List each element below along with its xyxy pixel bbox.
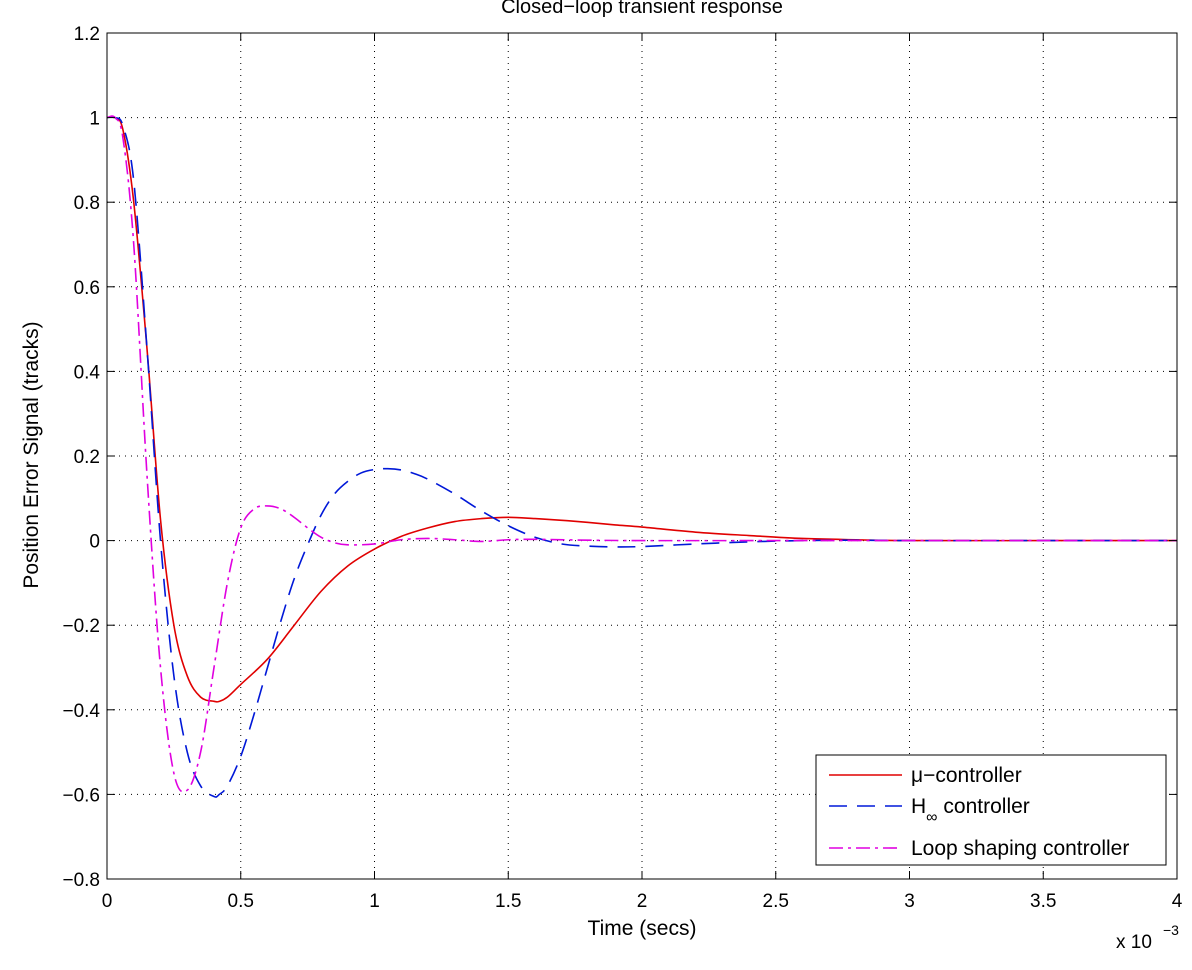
series-line-3 <box>106 115 1177 793</box>
ticks: 0 0.5 1 1.5 2 2.5 3 3.5 4 −0.8 −0.6 −0.4 −0.2 0 0.2 0.4… <box>62 24 1182 912</box>
y-tick-label: 1.2 <box>74 24 100 45</box>
x-tick-label: 4 <box>1172 891 1183 912</box>
x-multiplier-exponent: −3 <box>1163 922 1179 938</box>
x-tick-label: 2 <box>637 891 648 912</box>
y-tick-label: 0.4 <box>74 362 101 383</box>
x-axis-title: Time (secs) <box>588 917 697 940</box>
legend-label-2: H∞ controller <box>911 795 1030 826</box>
y-tick-label: −0.8 <box>62 870 100 891</box>
series-lines <box>106 115 1177 798</box>
x-tick-label: 3 <box>904 891 915 912</box>
legend: μ−controller H∞ controller Loop shaping co… <box>815 754 1167 866</box>
y-tick-label: 0.2 <box>74 447 100 468</box>
y-tick-label: 1 <box>89 109 100 130</box>
grid <box>107 33 1177 879</box>
legend-box <box>815 754 1167 866</box>
x-tick-label: 1 <box>369 891 380 912</box>
x-multiplier: x 10 −3 <box>1116 922 1179 953</box>
y-tick-label: −0.4 <box>62 701 100 722</box>
x-tick-label: 3.5 <box>1030 891 1056 912</box>
x-tick-label: 0 <box>102 891 113 912</box>
chart-title: Closed−loop transient response <box>501 0 783 18</box>
x-tick-label: 2.5 <box>763 891 789 912</box>
y-tick-label: −0.2 <box>62 616 100 637</box>
series-line-1 <box>106 115 1177 703</box>
y-tick-label: 0 <box>89 532 100 553</box>
x-tick-label: 0.5 <box>228 891 254 912</box>
y-tick-label: 0.6 <box>74 278 100 299</box>
y-tick-label: −0.6 <box>62 785 100 806</box>
x-tick-label: 1.5 <box>495 891 521 912</box>
legend-label-3: Loop shaping controller <box>911 837 1129 860</box>
y-tick-label: 0.8 <box>74 193 100 214</box>
y-axis-title: Position Error Signal (tracks) <box>20 321 43 588</box>
x-multiplier-base: x 10 <box>1116 932 1152 953</box>
legend-label-1: μ−controller <box>911 764 1022 787</box>
series-line-2 <box>106 116 1177 798</box>
